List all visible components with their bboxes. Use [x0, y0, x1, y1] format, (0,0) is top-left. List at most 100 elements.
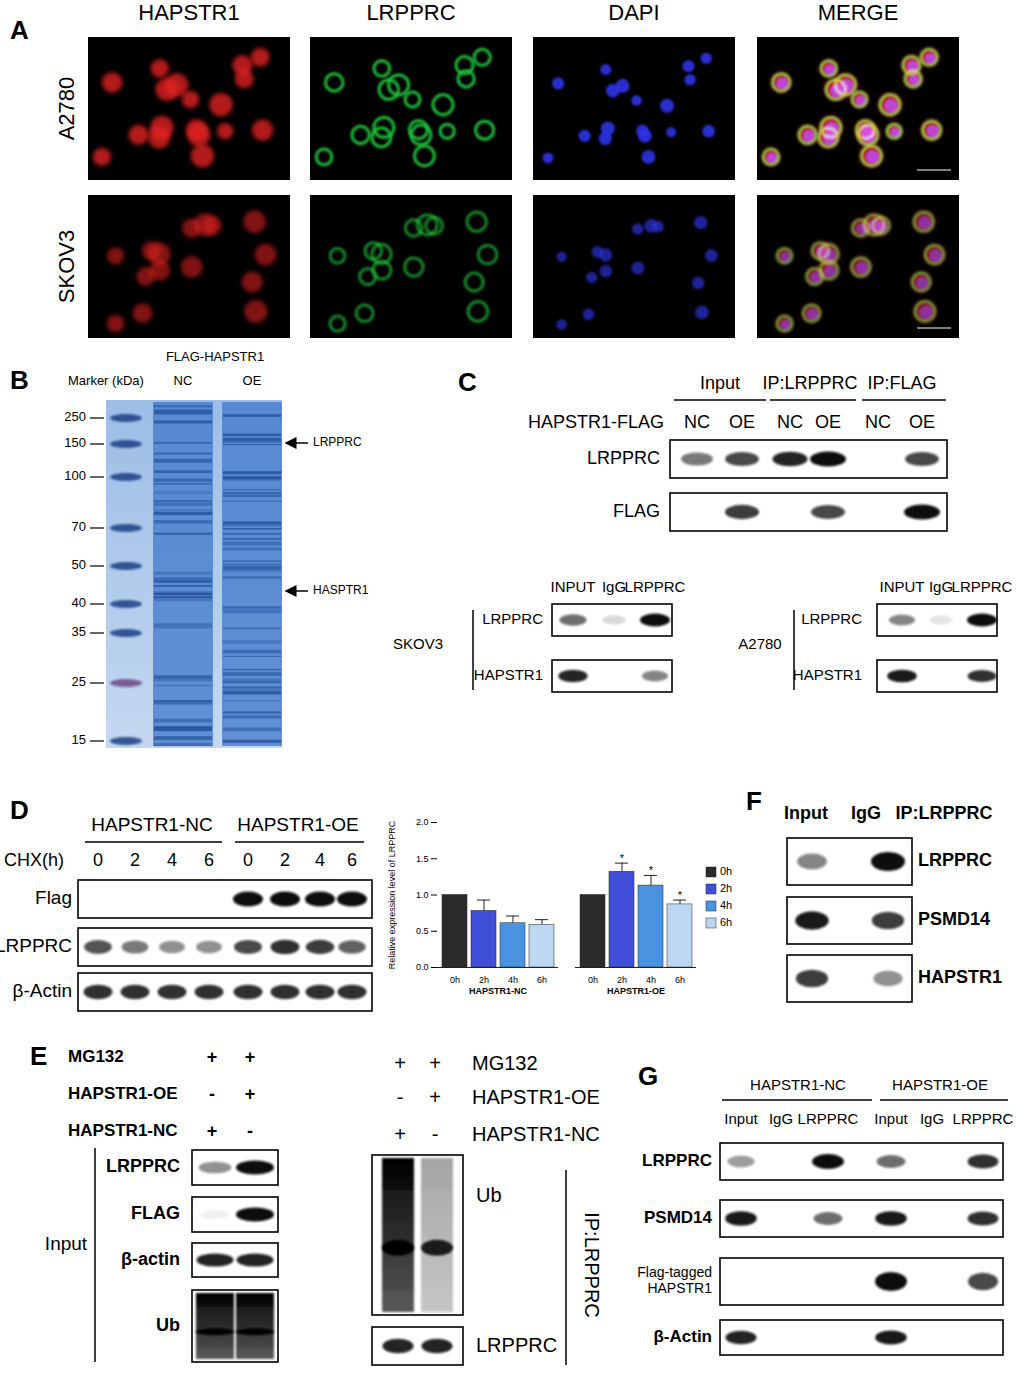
svg-text:+: +	[394, 1123, 406, 1145]
svg-text:6h: 6h	[537, 975, 547, 985]
svg-text:HAPSTR1-NC: HAPSTR1-NC	[469, 986, 528, 996]
svg-text:2.0: 2.0	[416, 817, 429, 827]
svg-text:PSMD14: PSMD14	[644, 1208, 713, 1227]
svg-text:FLAG: FLAG	[131, 1203, 180, 1223]
svg-text:*: *	[649, 864, 654, 876]
svg-text:100: 100	[64, 468, 86, 483]
svg-text:HAPSTR1-NC: HAPSTR1-NC	[750, 1076, 846, 1093]
svg-text:Marker (kDa): Marker (kDa)	[68, 373, 144, 388]
svg-text:LRPPRC: LRPPRC	[106, 1156, 180, 1176]
svg-text:HASPTR1: HASPTR1	[313, 583, 369, 597]
svg-text:LRPPRC: LRPPRC	[952, 578, 1013, 595]
svg-text:Input: Input	[874, 1110, 908, 1127]
svg-text:+: +	[394, 1052, 406, 1074]
svg-text:+: +	[245, 1047, 256, 1067]
svg-text:OE: OE	[909, 412, 935, 432]
svg-text:0h: 0h	[720, 865, 732, 877]
svg-text:SKOV3: SKOV3	[54, 230, 79, 303]
svg-text:Input: Input	[784, 803, 828, 823]
svg-text:LRPPRC: LRPPRC	[476, 1334, 557, 1356]
svg-text:4h: 4h	[646, 975, 656, 985]
svg-text:+: +	[207, 1121, 218, 1141]
svg-text:25: 25	[72, 674, 86, 689]
svg-text:LRPPRC: LRPPRC	[625, 578, 686, 595]
svg-text:A2780: A2780	[54, 77, 79, 141]
svg-text:Input: Input	[45, 1233, 88, 1254]
svg-text:Input: Input	[700, 373, 740, 393]
svg-text:*: *	[678, 889, 683, 901]
svg-text:+: +	[207, 1047, 218, 1067]
svg-text:IgG: IgG	[769, 1110, 793, 1127]
svg-text:HAPSTR1-OE: HAPSTR1-OE	[607, 986, 665, 996]
svg-text:HAPSTR1-NC: HAPSTR1-NC	[472, 1123, 600, 1145]
svg-text:+: +	[429, 1052, 441, 1074]
svg-text:Ub: Ub	[156, 1315, 180, 1335]
svg-text:HAPSTR1: HAPSTR1	[918, 967, 1002, 987]
svg-text:IP:FLAG: IP:FLAG	[867, 373, 936, 393]
svg-text:LRPPRC: LRPPRC	[918, 850, 992, 870]
svg-text:IP:LRPPRC: IP:LRPPRC	[581, 1212, 603, 1318]
svg-text:2h: 2h	[617, 975, 627, 985]
svg-text:IgG: IgG	[929, 578, 953, 595]
svg-text:0h: 0h	[588, 975, 598, 985]
svg-text:2: 2	[280, 850, 290, 870]
svg-text:6: 6	[204, 850, 214, 870]
svg-text:IgG: IgG	[920, 1110, 944, 1127]
svg-text:IgG: IgG	[851, 803, 881, 823]
svg-text:LRPPRC: LRPPRC	[798, 1110, 859, 1127]
svg-text:IP:LRPPRC: IP:LRPPRC	[895, 803, 992, 823]
svg-text:HAPSTR1-OE: HAPSTR1-OE	[472, 1086, 600, 1108]
svg-text:D: D	[10, 795, 29, 825]
svg-text:IP:LRPPRC: IP:LRPPRC	[762, 373, 857, 393]
svg-text:70: 70	[72, 519, 86, 534]
svg-text:MG132: MG132	[68, 1047, 124, 1066]
svg-text:40: 40	[72, 595, 86, 610]
svg-text:-: -	[432, 1123, 439, 1145]
svg-text:NC: NC	[174, 373, 193, 388]
svg-text:LRPPRC: LRPPRC	[801, 610, 862, 627]
svg-text:C: C	[458, 367, 477, 397]
svg-text:4h: 4h	[720, 899, 732, 911]
svg-text:4h: 4h	[508, 975, 518, 985]
svg-text:MERGE: MERGE	[818, 0, 899, 25]
svg-text:2: 2	[130, 850, 140, 870]
svg-text:+: +	[429, 1086, 441, 1108]
svg-text:Input: Input	[724, 1110, 758, 1127]
svg-text:250: 250	[64, 409, 86, 424]
svg-text:LRPPRC: LRPPRC	[482, 610, 543, 627]
svg-text:Flag: Flag	[35, 887, 72, 908]
svg-text:FLAG-HAPSTR1: FLAG-HAPSTR1	[166, 349, 264, 364]
svg-text:2h: 2h	[720, 882, 732, 894]
svg-text:150: 150	[64, 435, 86, 450]
svg-text:HAPSTR1-OE: HAPSTR1-OE	[68, 1084, 178, 1103]
svg-text:OE: OE	[815, 412, 841, 432]
svg-text:0.0: 0.0	[416, 962, 429, 972]
svg-text:6: 6	[347, 850, 357, 870]
svg-text:B: B	[10, 365, 29, 395]
svg-text:4: 4	[167, 850, 177, 870]
svg-text:2h: 2h	[479, 975, 489, 985]
svg-text:6h: 6h	[675, 975, 685, 985]
svg-text:-: -	[209, 1084, 215, 1104]
svg-text:NC: NC	[865, 412, 891, 432]
svg-text:HAPSTR1-NC: HAPSTR1-NC	[91, 814, 212, 835]
svg-text:HAPSTR1: HAPSTR1	[138, 0, 239, 25]
svg-text:HAPSTR1-OE: HAPSTR1-OE	[892, 1076, 988, 1093]
svg-text:Relative expression level of L: Relative expression level of LRPPRC	[387, 820, 397, 969]
svg-text:LRPPRC: LRPPRC	[313, 435, 362, 449]
svg-text:β-Actin: β-Actin	[653, 1327, 712, 1346]
svg-text:Ub: Ub	[476, 1184, 502, 1206]
svg-text:LRPPRC: LRPPRC	[642, 1151, 712, 1170]
svg-text:SKOV3: SKOV3	[393, 635, 443, 652]
svg-text:HAPSTR1-NC: HAPSTR1-NC	[68, 1121, 178, 1140]
svg-text:OE: OE	[243, 373, 262, 388]
svg-text:0.5: 0.5	[416, 926, 429, 936]
svg-text:INPUT: INPUT	[551, 578, 596, 595]
svg-text:INPUT: INPUT	[880, 578, 925, 595]
svg-text:Flag-tagged: Flag-tagged	[637, 1264, 712, 1280]
svg-text:1.5: 1.5	[416, 854, 429, 864]
svg-text:G: G	[638, 1061, 658, 1091]
svg-text:β-actin: β-actin	[121, 1249, 180, 1269]
svg-text:PSMD14: PSMD14	[918, 909, 990, 929]
svg-text:LRPPRC: LRPPRC	[587, 448, 660, 468]
